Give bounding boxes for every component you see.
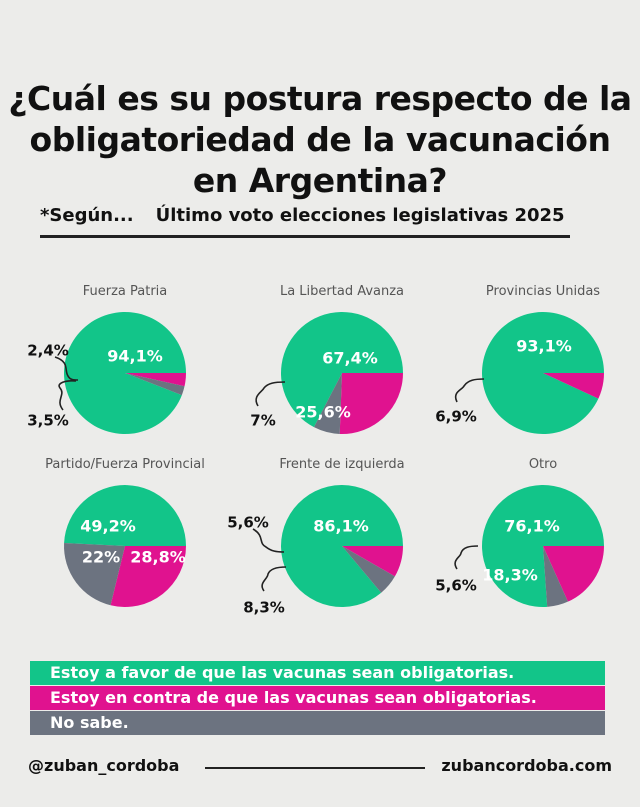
pie-slice-favor	[64, 485, 186, 546]
pie-slice-nosabe	[313, 373, 342, 434]
subtitle: *Según... Último voto elecciones legislat…	[40, 205, 565, 226]
pie-slice-favor	[482, 484, 604, 607]
data-label-nosabe: 22%	[82, 548, 120, 567]
pie-title: Provincias Unidas	[486, 284, 600, 299]
pie-title: La Libertad Avanza	[280, 284, 404, 299]
data-label-favor: 86,1%	[313, 517, 369, 536]
pie-slice-contra	[110, 546, 186, 608]
subtitle-bar: *Según... Último voto elecciones legislat…	[40, 205, 570, 238]
footer-divider	[205, 767, 425, 769]
pie-title: Fuerza Patria	[83, 284, 168, 299]
data-label-contra: 6,9%	[435, 408, 477, 426]
data-label-contra: 18,3%	[482, 566, 538, 585]
pie-chart: Otro 76,1% 18,3% 5,6%	[435, 457, 604, 607]
subtitle-prefix: *Según...	[40, 205, 134, 226]
label-leader-line	[261, 566, 287, 592]
pie-slice-contra	[125, 373, 186, 387]
footer-site: zubancordoba.com	[441, 756, 612, 775]
label-leader-line	[454, 545, 479, 570]
data-label-favor: 76,1%	[504, 517, 560, 536]
data-label-nosabe: 2,4%	[27, 342, 69, 360]
data-label-contra: 8,3%	[243, 599, 285, 617]
pie-chart: La Libertad Avanza 67,4% 25,6% 7%	[250, 284, 404, 435]
chart-title: ¿Cuál es su postura respecto de la oblig…	[0, 78, 640, 201]
legend-contra: Estoy en contra de que las vacunas sean …	[30, 686, 605, 710]
pie-chart: Fuerza Patria 94,1% 3,5% 2,4%	[27, 284, 186, 435]
title-line-2: obligatoriedad de la vacunación	[29, 120, 611, 159]
data-label-contra: 28,8%	[130, 548, 186, 567]
pie-charts-grid: Fuerza Patria 94,1% 3,5% 2,4% La Libertad Av…	[27, 284, 604, 617]
legend-favor: Estoy a favor de que las vacunas sean ob…	[30, 661, 605, 685]
pie-slice-favor	[482, 312, 604, 435]
data-label-favor: 67,4%	[322, 349, 378, 368]
legend: Estoy a favor de que las vacunas sean ob…	[30, 661, 605, 736]
data-label-nosabe: 5,6%	[435, 577, 477, 595]
pie-slice-nosabe	[64, 542, 125, 606]
data-label-contra: 25,6%	[295, 403, 351, 422]
legend-nosabe: No sabe.	[30, 711, 605, 735]
title-line-3: en Argentina?	[192, 161, 448, 200]
data-label-nosabe: 7%	[250, 412, 275, 430]
data-label-favor: 93,1%	[516, 337, 572, 356]
pie-slice-favor	[281, 485, 403, 608]
pie-slice-nosabe	[543, 546, 568, 607]
label-leader-line	[54, 356, 79, 381]
data-label-contra: 3,5%	[27, 412, 69, 430]
pie-chart: Partido/Fuerza Provincial 49,2% 28,8% 22%	[45, 457, 205, 608]
pie-slice-contra	[342, 546, 403, 577]
pie-slice-nosabe	[125, 373, 185, 396]
pie-slice-contra	[543, 373, 604, 399]
pie-slice-contra	[543, 546, 604, 602]
pie-slice-contra	[339, 373, 403, 435]
data-label-nosabe: 5,6%	[227, 514, 269, 532]
data-label-favor: 94,1%	[107, 347, 163, 366]
footer-handle: @zuban_cordoba	[28, 756, 180, 775]
label-leader-line	[255, 381, 286, 407]
pie-title: Otro	[529, 457, 557, 472]
pie-title: Partido/Fuerza Provincial	[45, 457, 205, 472]
label-leader-line	[58, 380, 77, 411]
title-line-1: ¿Cuál es su postura respecto de la	[8, 79, 632, 118]
pie-slice-nosabe	[342, 546, 395, 593]
pie-chart: Provincias Unidas 93,1% 6,9%	[435, 284, 604, 435]
pie-slice-favor	[63, 312, 186, 435]
pie-title: Frente de izquierda	[279, 457, 404, 472]
subtitle-text: Último voto elecciones legislativas 2025	[155, 205, 565, 226]
data-label-favor: 49,2%	[80, 517, 136, 536]
pie-slice-favor	[281, 312, 403, 428]
label-leader-line	[454, 378, 485, 403]
footer: @zuban_cordoba zubancordoba.com	[0, 752, 640, 782]
label-leader-line	[252, 528, 285, 553]
pie-chart: Frente de izquierda 86,1% 8,3% 5,6%	[227, 457, 404, 617]
